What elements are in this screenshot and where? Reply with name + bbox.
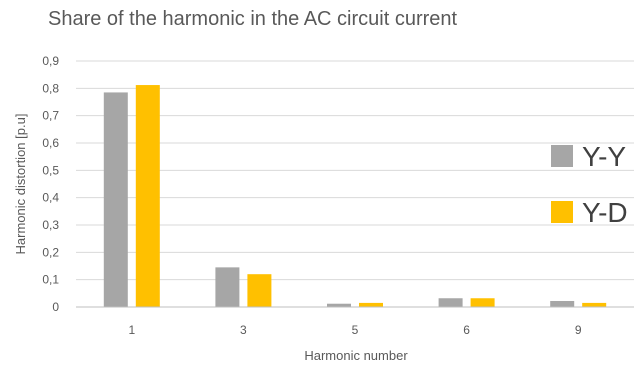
x-tick-label: 6 xyxy=(463,323,470,337)
bar-y-d-3 xyxy=(247,274,272,307)
legend-label-y-y: Y-Y xyxy=(582,141,626,172)
bar-y-y-5 xyxy=(327,303,351,307)
y-tick-label: 0,8 xyxy=(42,81,59,95)
gridlines xyxy=(76,60,634,281)
bar-y-y-1 xyxy=(103,92,128,307)
y-tick-label: 0,7 xyxy=(42,109,59,123)
chart-title: Share of the harmonic in the AC circuit … xyxy=(48,8,458,30)
bar-y-d-6 xyxy=(470,298,495,307)
y-tick-label: 0,4 xyxy=(42,191,59,205)
y-tick-label: 0 xyxy=(52,300,59,314)
bars xyxy=(103,85,607,307)
y-axis-title: Harmonic distortion [p.u] xyxy=(13,114,28,255)
y-tick-labels: 0 0,1 0,2 0,3 0,4 0,5 0,6 0,7 0,8 0,9 xyxy=(42,54,59,314)
y-tick-label: 0,2 xyxy=(42,245,59,259)
bar-y-d-5 xyxy=(359,302,383,307)
bar-y-d-9 xyxy=(582,302,607,307)
y-tick-label: 0,3 xyxy=(42,218,59,232)
legend-swatch-y-y xyxy=(551,145,573,167)
x-tick-label: 1 xyxy=(128,323,135,337)
bar-y-y-9 xyxy=(550,300,575,307)
bar-y-y-3 xyxy=(215,267,240,307)
x-tick-labels: 1 3 5 6 9 xyxy=(128,323,581,337)
y-tick-label: 0,5 xyxy=(42,163,59,177)
legend: Y-Y Y-D xyxy=(551,141,628,228)
x-tick-label: 9 xyxy=(575,323,582,337)
y-tick-label: 0,6 xyxy=(42,136,59,150)
x-tick-label: 3 xyxy=(240,323,247,337)
legend-label-y-d: Y-D xyxy=(582,197,628,228)
bar-y-y-6 xyxy=(438,298,463,307)
bar-y-d-1 xyxy=(135,85,160,307)
y-tick-label: 0,1 xyxy=(42,273,59,287)
y-tick-label: 0,9 xyxy=(42,54,59,68)
x-axis-title: Harmonic number xyxy=(304,348,408,363)
legend-swatch-y-d xyxy=(551,201,573,223)
x-tick-label: 5 xyxy=(352,323,359,337)
